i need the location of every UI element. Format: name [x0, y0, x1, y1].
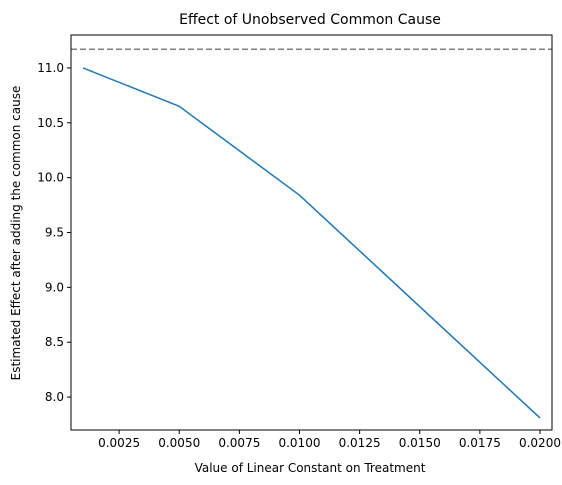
y-axis-label: Estimated Effect after adding the common…: [9, 86, 23, 381]
x-tick-label: 0.0175: [459, 436, 501, 450]
y-tick-label: 10.5: [37, 116, 64, 130]
x-tick-label: 0.0200: [519, 436, 561, 450]
y-tick-label: 9.0: [45, 280, 64, 294]
x-axis-ticks: 0.0025 0.0050 0.0075 0.0100 0.0125 0.0150 0.01…: [98, 430, 561, 450]
plot-area-border: [70, 34, 553, 431]
x-tick-label: 0.0125: [339, 436, 381, 450]
chart-title: Effect of Unobserved Common Cause: [179, 12, 441, 28]
series-line-0: [82, 67, 541, 419]
x-tick-label: 0.0150: [399, 436, 441, 450]
y-tick-label: 8.5: [45, 335, 64, 349]
axes-frame: [70, 34, 553, 431]
x-tick-label: 0.0025: [98, 436, 140, 450]
x-axis-label: Value of Linear Constant on Treatment: [195, 461, 426, 475]
x-tick-label: 0.0050: [158, 436, 200, 450]
y-tick-label: 9.5: [45, 226, 64, 240]
series-lines: [82, 67, 541, 419]
x-tick-label: 0.0100: [278, 436, 320, 450]
y-axis-ticks: 8.0 8.5 9.0 9.5 10.0 10.5 11.0: [37, 61, 71, 404]
y-tick-label: 8.0: [45, 390, 64, 404]
x-tick-label: 0.0075: [218, 436, 260, 450]
y-tick-label: 10.0: [37, 171, 64, 185]
y-tick-label: 11.0: [37, 61, 64, 75]
